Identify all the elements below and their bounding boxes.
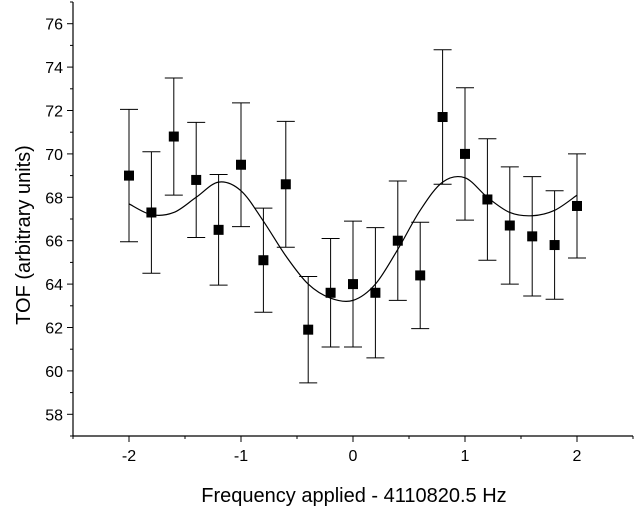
ticks: 58 60 62 64 66 68 70 72 74 76 -2 -1 0 1 2: [45, 1, 634, 465]
data-point: [370, 287, 381, 298]
x-tick-label: -2: [122, 448, 136, 465]
data-point: [236, 159, 246, 170]
y-tick-label: 72: [45, 104, 63, 121]
data-point: [549, 240, 560, 251]
y-axis-label: TOF (arbitrary units): [13, 145, 35, 325]
y-tick-label: 66: [45, 234, 63, 251]
data-point: [303, 324, 314, 335]
data-point: [504, 220, 515, 231]
data-point: [168, 131, 179, 142]
data-point: [258, 255, 269, 266]
data-point: [280, 179, 291, 190]
data-point: [527, 231, 538, 242]
x-tick-label: 0: [349, 448, 358, 465]
y-tick-label: 70: [45, 147, 63, 164]
data-point: [415, 270, 426, 281]
data-points-layer: [120, 49, 586, 384]
y-tick-label: 68: [45, 190, 63, 207]
data-point: [146, 207, 157, 218]
x-axis-label: Frequency applied - 4110820.5 Hz: [201, 485, 506, 507]
data-point: [325, 287, 336, 298]
data-point: [437, 112, 448, 123]
y-tick-label: 62: [45, 321, 63, 338]
data-point: [213, 224, 224, 235]
axes: [72, 2, 633, 437]
data-point: [460, 148, 470, 159]
data-point: [482, 194, 493, 205]
y-tick-label: 60: [45, 364, 63, 381]
data-point: [392, 235, 403, 246]
x-tick-label: -1: [234, 448, 248, 465]
x-tick-label: 1: [461, 448, 470, 465]
x-tick-label: 2: [573, 448, 582, 465]
y-tick-label: 74: [45, 60, 63, 77]
data-point: [124, 170, 134, 181]
data-point: [191, 174, 202, 185]
data-point: [348, 279, 358, 290]
y-tick-label: 76: [45, 17, 63, 34]
y-tick-label: 58: [45, 407, 63, 424]
y-tick-label: 64: [45, 277, 63, 294]
data-point: [572, 200, 582, 211]
